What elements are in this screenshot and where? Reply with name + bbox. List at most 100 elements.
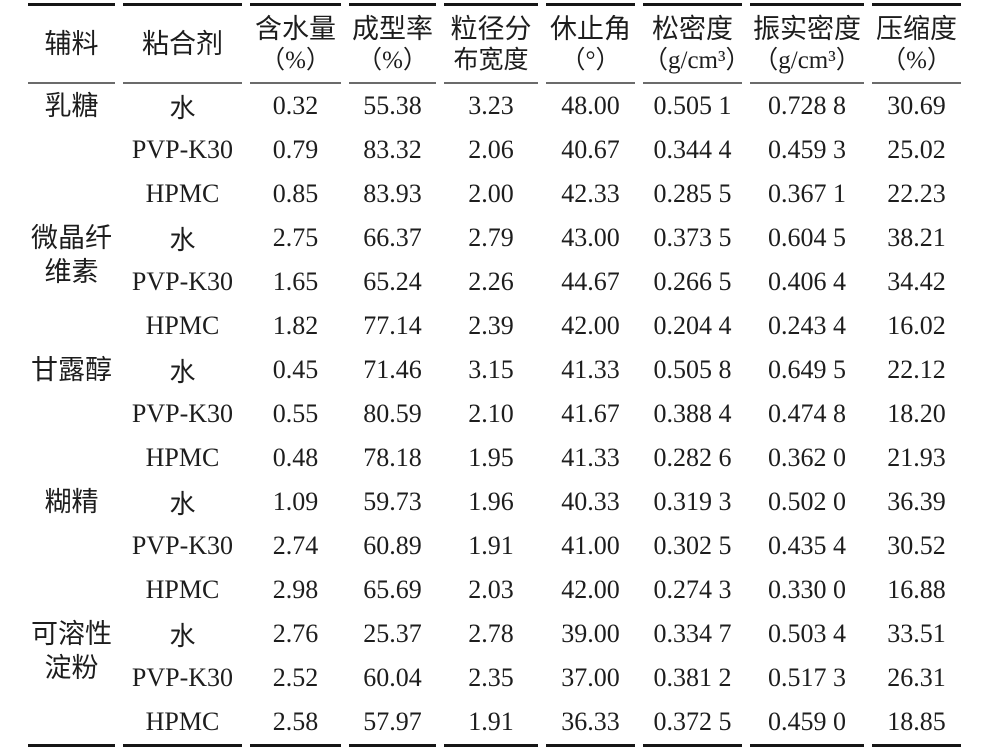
bulk-density-cell: 0.302 5 [653, 531, 732, 560]
binder-cell: 水 [169, 93, 196, 123]
table-row: HPMC 1.82 77.14 2.39 42.00 0.204 4 0.243… [28, 304, 961, 348]
header-psd-width: 粒径分 布宽度 [444, 3, 538, 84]
molding-cell: 78.18 [363, 443, 422, 472]
header-molding-rate: 成型率 （%） [349, 3, 436, 84]
molding-cell: 65.24 [363, 267, 422, 296]
excipient-name: 甘露醇 [31, 355, 112, 385]
water-cell: 1.65 [272, 267, 319, 296]
header-label: 粒径分 [450, 13, 532, 44]
excipient-name: 可溶性 [31, 619, 112, 649]
header-label: 辅料 [44, 28, 99, 59]
repose-cell: 37.00 [561, 663, 620, 692]
repose-cell: 41.67 [561, 399, 620, 428]
repose-cell: 44.67 [561, 267, 620, 296]
tap-density-cell: 0.503 4 [768, 619, 846, 648]
header-repose-angle: 休止角 （°） [546, 3, 635, 84]
binder-cell: 水 [169, 489, 196, 519]
binder-cell: PVP-K30 [131, 135, 234, 164]
header-label: 粘合剂 [142, 28, 223, 59]
compressibility-cell: 34.42 [887, 267, 946, 296]
compressibility-cell: 21.93 [887, 443, 946, 472]
tap-density-cell: 0.367 1 [768, 179, 846, 208]
water-cell: 2.98 [272, 575, 319, 604]
table-body: 乳糖 水 0.32 55.38 3.23 48.00 0.505 1 0.728… [28, 84, 961, 747]
excipient-name: 乳糖 [44, 91, 99, 121]
excipient-name-line2: 淀粉 [44, 653, 99, 683]
table-row: 乳糖 水 0.32 55.38 3.23 48.00 0.505 1 0.728… [28, 84, 961, 128]
header-bulk-density: 松密度 （g/cm³） [643, 3, 750, 84]
table-row: HPMC 0.48 78.18 1.95 41.33 0.282 6 0.362… [28, 436, 961, 480]
water-cell: 0.79 [272, 135, 319, 164]
tap-density-cell: 0.406 4 [768, 267, 846, 296]
bulk-density-cell: 0.381 2 [653, 663, 732, 692]
excipient-cell: 可溶性 淀粉 [28, 612, 115, 747]
tap-density-cell: 0.474 8 [768, 399, 846, 428]
header-label: 含水量 [255, 13, 336, 44]
bulk-density-cell: 0.373 5 [653, 223, 732, 252]
tap-density-cell: 0.243 4 [768, 311, 846, 340]
psd-cell: 2.03 [468, 575, 514, 604]
compressibility-cell: 16.88 [887, 575, 946, 604]
psd-cell: 2.78 [468, 619, 514, 648]
excipient-name: 糊精 [44, 487, 99, 517]
water-cell: 0.45 [272, 355, 319, 384]
binder-cell: 水 [169, 225, 196, 255]
compressibility-cell: 16.02 [887, 311, 946, 340]
table-row: PVP-K30 0.55 80.59 2.10 41.67 0.388 4 0.… [28, 392, 961, 436]
psd-cell: 2.00 [468, 179, 514, 208]
molding-cell: 55.38 [363, 91, 422, 120]
table-row: 微晶纤 维素 水 2.75 66.37 2.79 43.00 0.373 5 0.… [28, 216, 961, 287]
compressibility-cell: 18.85 [872, 700, 961, 747]
psd-cell: 2.39 [468, 311, 514, 340]
table-row: PVP-K30 2.74 60.89 1.91 41.00 0.302 5 0.… [28, 524, 961, 568]
bulk-density-cell: 0.266 5 [653, 267, 732, 296]
binder-cell: 水 [169, 357, 196, 387]
table-row: PVP-K30 2.52 60.04 2.35 37.00 0.381 2 0.… [28, 656, 961, 700]
tap-density-cell: 0.649 5 [768, 355, 846, 384]
bulk-density-cell: 0.274 3 [653, 575, 732, 604]
compressibility-cell: 30.52 [887, 531, 946, 560]
psd-cell: 2.06 [468, 135, 514, 164]
header-water-content: 含水量 （%） [250, 3, 341, 84]
compressibility-cell: 33.51 [887, 619, 946, 648]
repose-cell: 40.33 [561, 487, 620, 516]
binder-cell: PVP-K30 [131, 663, 234, 692]
powder-properties-table: 辅料 粘合剂 含水量 （%） 成型率 （%） 粒径分 布宽度 休止角 （°） 松密度 （g… [20, 3, 969, 747]
psd-cell: 1.91 [468, 531, 514, 560]
tap-density-cell: 0.728 8 [768, 91, 846, 120]
tap-density-cell: 0.604 5 [768, 223, 846, 252]
compressibility-cell: 26.31 [887, 663, 946, 692]
psd-cell: 3.23 [468, 91, 514, 120]
water-cell: 0.32 [272, 91, 319, 120]
tap-density-cell: 0.362 0 [768, 443, 846, 472]
repose-cell: 41.33 [561, 355, 620, 384]
header-label: 振实密度 [753, 13, 861, 44]
bulk-density-cell: 0.285 5 [653, 179, 732, 208]
psd-cell: 1.91 [444, 700, 538, 747]
molding-cell: 83.32 [363, 135, 422, 164]
psd-cell: 2.79 [468, 223, 514, 252]
water-cell: 2.58 [250, 700, 341, 747]
molding-cell: 59.73 [363, 487, 422, 516]
compressibility-cell: 25.02 [887, 135, 946, 164]
water-cell: 0.55 [272, 399, 319, 428]
compressibility-cell: 30.69 [887, 91, 946, 120]
tap-density-cell: 0.517 3 [768, 663, 846, 692]
table-row: HPMC 2.58 57.97 1.91 36.33 0.372 5 0.459… [28, 700, 961, 747]
repose-cell: 43.00 [561, 223, 620, 252]
table-row: 糊精 水 1.09 59.73 1.96 40.33 0.319 3 0.502… [28, 480, 961, 524]
header-excipient: 辅料 [28, 3, 115, 84]
binder-cell: HPMC [145, 179, 220, 208]
header-unit: （%） [881, 46, 952, 74]
binder-cell: PVP-K30 [131, 399, 234, 428]
binder-cell: HPMC [145, 575, 220, 604]
binder-cell: PVP-K30 [131, 267, 234, 296]
repose-cell: 41.00 [561, 531, 620, 560]
bulk-density-cell: 0.344 4 [653, 135, 732, 164]
molding-cell: 60.89 [363, 531, 422, 560]
binder-cell: HPMC [145, 311, 220, 340]
water-cell: 2.52 [272, 663, 319, 692]
bulk-density-cell: 0.282 6 [653, 443, 732, 472]
repose-cell: 39.00 [561, 619, 620, 648]
repose-cell: 42.00 [561, 575, 620, 604]
